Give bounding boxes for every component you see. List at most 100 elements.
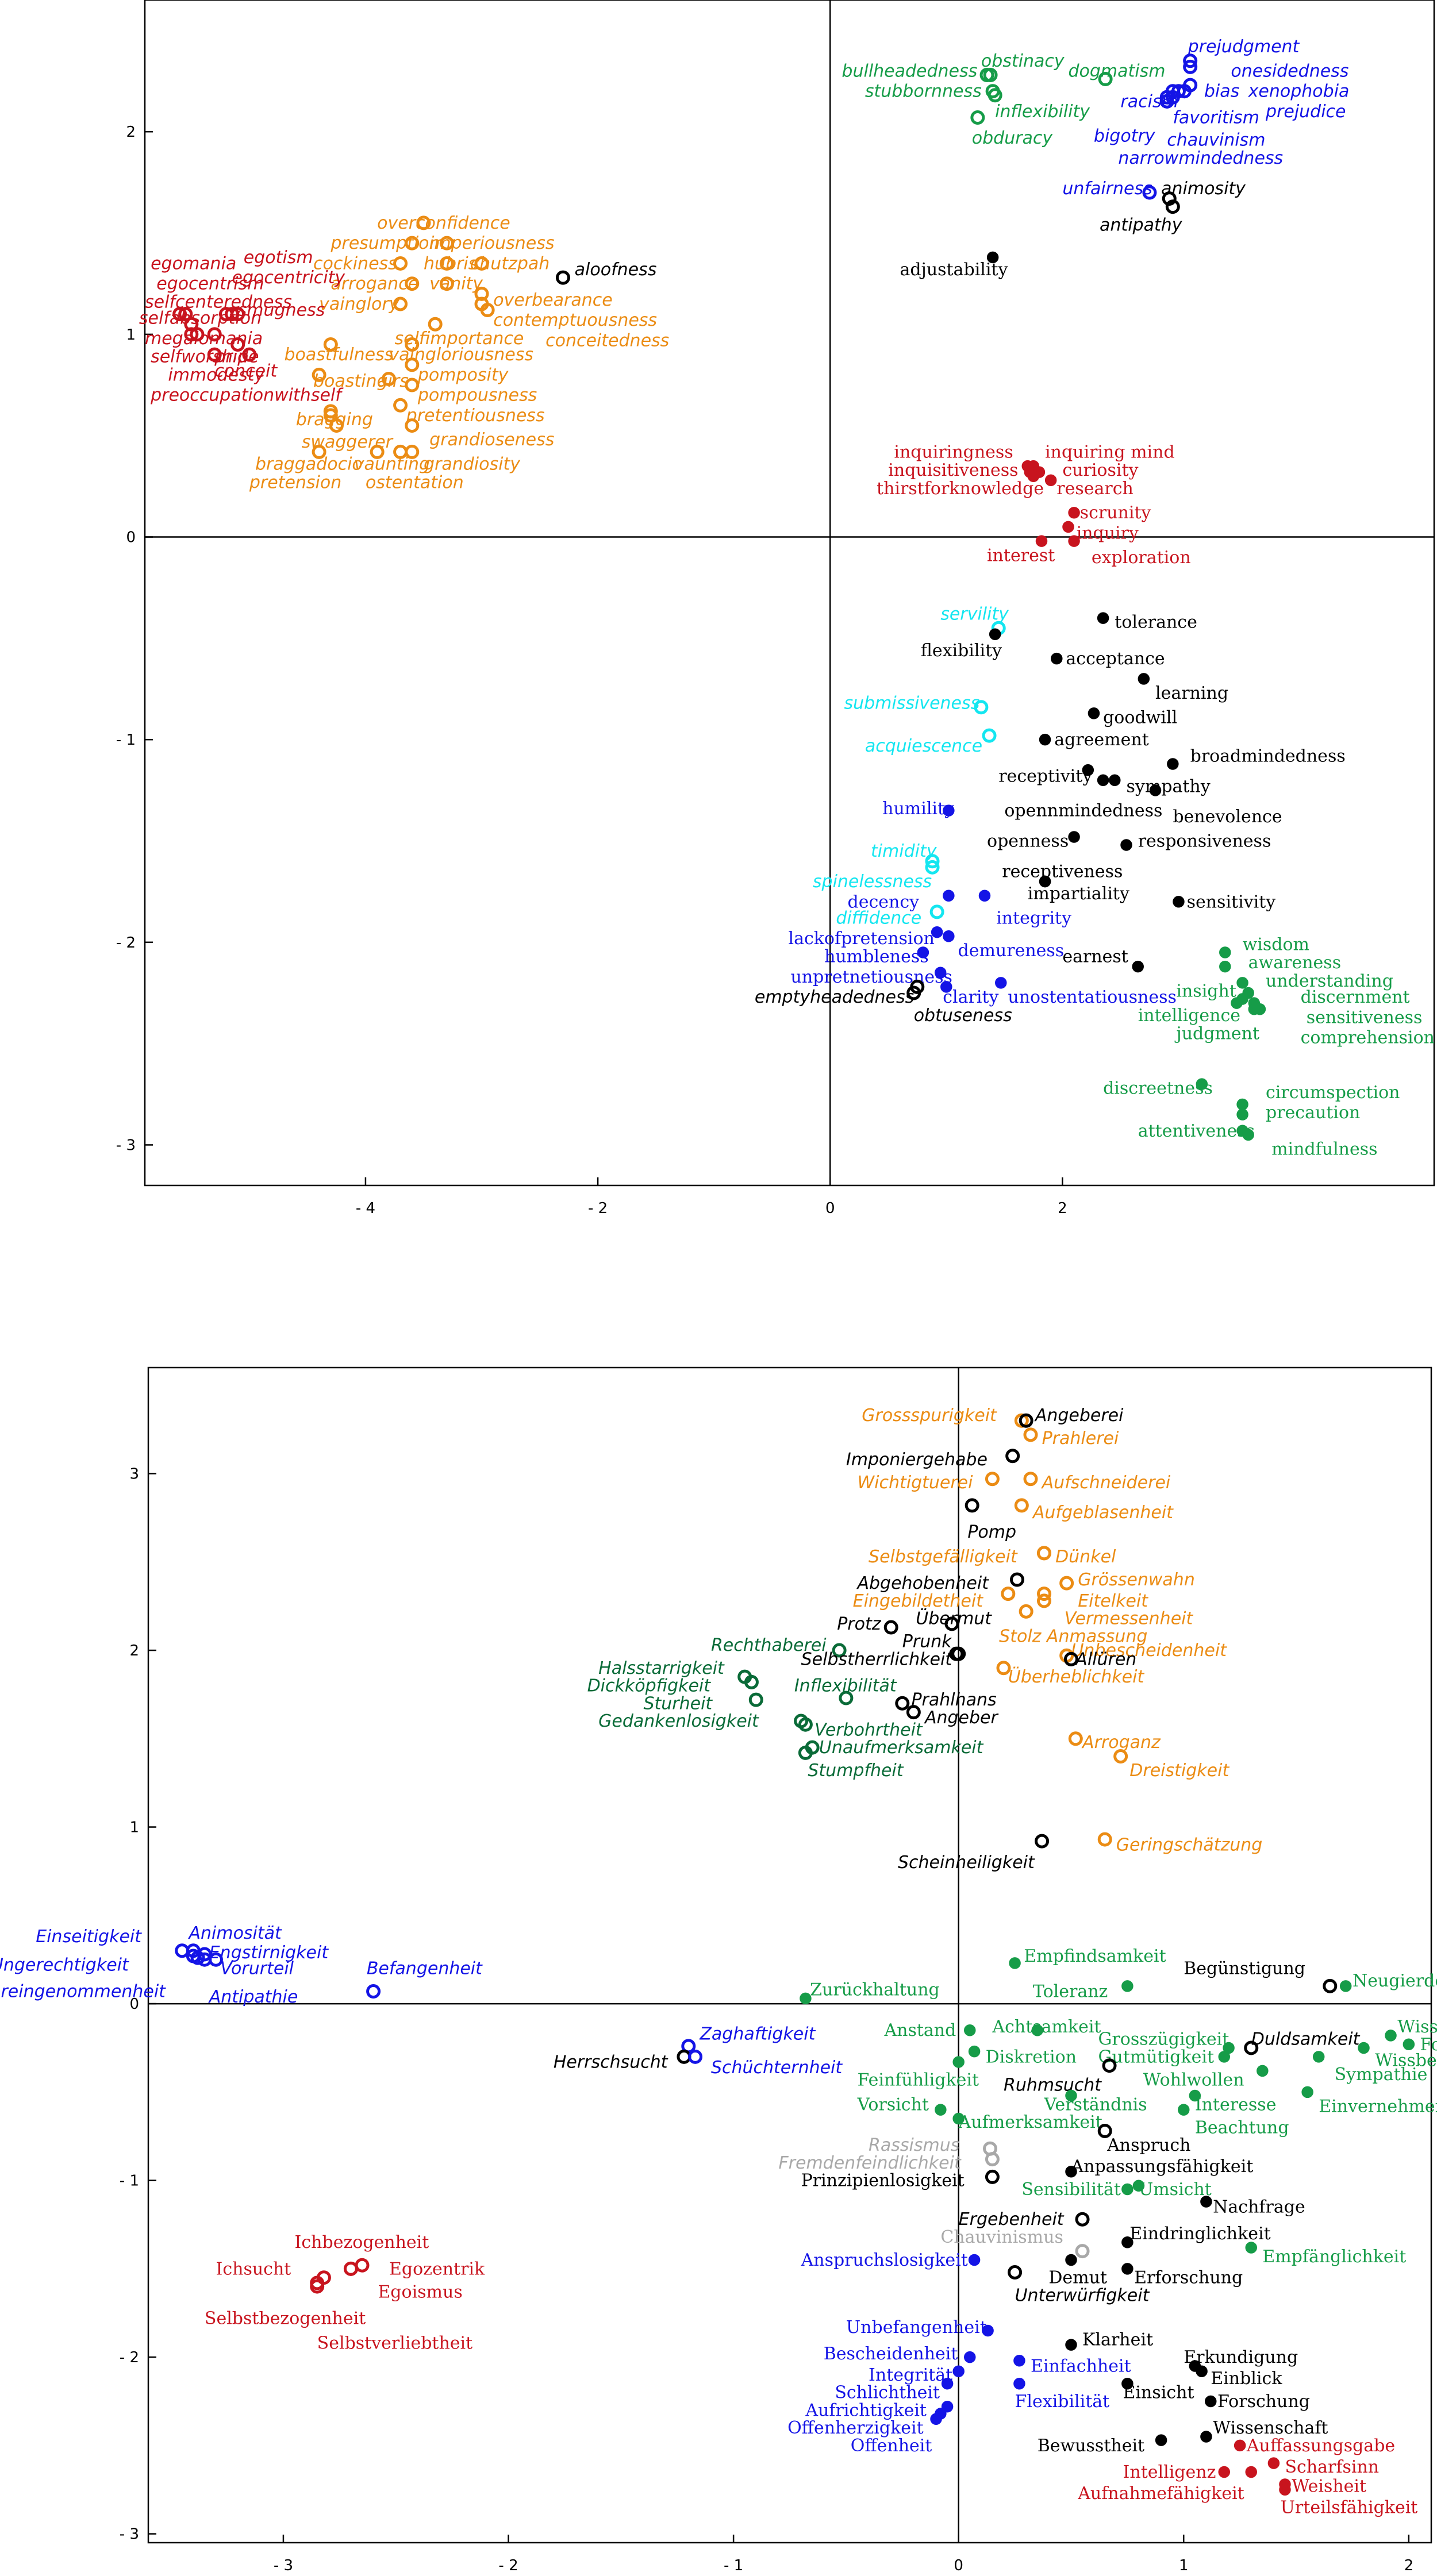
data-point: [1065, 2089, 1077, 2102]
data-point-label: inquiry: [1077, 523, 1139, 543]
data-point: [1219, 960, 1231, 973]
data-point-label: Eitelkeit: [1078, 1591, 1148, 1611]
data-point: [1162, 191, 1177, 206]
data-point: [925, 854, 940, 869]
data-point-label: Anspruch: [1106, 2135, 1190, 2155]
data-point-label: xenophobia: [1248, 82, 1350, 102]
data-point-label: timidity: [871, 841, 937, 861]
data-point-label: Wissbegierde: [1375, 2050, 1437, 2070]
data-point: [944, 1616, 959, 1631]
data-point-label: Vermessenheit: [1065, 1609, 1194, 1629]
data-point-label: braggadocio: [255, 455, 363, 475]
data-point-label: understanding: [1266, 971, 1393, 991]
data-point: [941, 2400, 954, 2413]
data-point: [1339, 1980, 1352, 1992]
data-point-label: research: [1056, 479, 1134, 499]
y-tick-label: - 1: [120, 2173, 139, 2190]
data-point: [1088, 707, 1100, 719]
data-point: [207, 347, 222, 362]
data-point: [190, 1950, 205, 1965]
x-tick-label: - 3: [274, 2557, 293, 2574]
data-point: [1385, 2030, 1397, 2042]
data-point-label: sensitiveness: [1307, 1007, 1423, 1027]
data-point: [1236, 977, 1248, 989]
data-point: [952, 2056, 965, 2068]
data-point: [405, 378, 420, 392]
data-point-label: Selbstgefälligkeit: [869, 1547, 1018, 1567]
data-point-label: swaggerer: [302, 432, 394, 452]
data-point-label: Aufmerksamkeit: [958, 2112, 1102, 2132]
data-point-label: humility: [882, 799, 954, 819]
data-point-label: Eindringlichkeit: [1129, 2224, 1270, 2244]
data-point-label: cockiness: [313, 253, 397, 274]
data-point-label: Wissenschaft: [1213, 2418, 1328, 2438]
data-point: [316, 2270, 331, 2285]
data-point: [995, 977, 1007, 989]
data-point-label: Rassismus: [869, 2135, 959, 2155]
data-point-label: mindfulness: [1271, 1139, 1377, 1160]
plot-frame: [144, 0, 1435, 1187]
data-point-label: Rechthaberei: [711, 1635, 827, 1655]
data-point-label: Dünkel: [1055, 1547, 1116, 1567]
data-point-label: Unterwürfigkeit: [1015, 2285, 1150, 2305]
data-point-label: judgment: [1174, 1024, 1259, 1044]
data-point-label: obduracy: [972, 128, 1054, 148]
data-point: [925, 860, 940, 875]
data-point: [1242, 1129, 1254, 1141]
data-point-label: narrowmindedness: [1118, 148, 1283, 168]
data-point-label: egotism: [244, 248, 313, 268]
data-point-label: Gutmütigkeit: [1098, 2047, 1214, 2067]
data-point: [1008, 2265, 1023, 2279]
data-point-label: humbleness: [824, 947, 929, 967]
data-point: [1254, 1003, 1266, 1015]
data-point: [1036, 1593, 1051, 1608]
data-point-label: acceptance: [1066, 649, 1165, 669]
data-point: [480, 303, 495, 318]
data-point-label: Angeberei: [1034, 1406, 1124, 1426]
data-point-label: vanity: [429, 274, 483, 294]
data-point: [943, 890, 955, 902]
data-point: [986, 251, 999, 264]
data-point: [1035, 1834, 1050, 1849]
data-point: [800, 1992, 812, 2005]
data-point-label: immodesty: [168, 365, 265, 385]
data-point-label: Einfachheit: [1031, 2356, 1131, 2376]
y-tick-label: 3: [129, 1466, 139, 1483]
data-point-label: Stolz Anmassung: [999, 1626, 1147, 1646]
data-point-label: Scheinheiligkeit: [898, 1853, 1035, 1873]
data-point-label: Herrschsucht: [554, 2053, 668, 2073]
data-point: [1065, 2165, 1077, 2178]
data-point-label: overbearance: [493, 290, 612, 310]
data-point-label: Einsicht: [1123, 2383, 1194, 2403]
data-point-label: Selbstbezogenheit: [205, 2308, 366, 2328]
data-point: [943, 804, 955, 817]
data-point-label: Ichsucht: [216, 2259, 291, 2279]
data-point-label: Umsicht: [1139, 2180, 1212, 2200]
data-point-label: chutzpah: [470, 253, 550, 274]
data-point: [1014, 1498, 1029, 1513]
data-point-label: Angeber: [924, 1708, 999, 1728]
data-point-label: circumspection: [1266, 1083, 1400, 1103]
data-point-label: attentiveness: [1138, 1121, 1255, 1141]
data-point: [1173, 896, 1185, 908]
data-point: [1109, 774, 1121, 786]
data-point-label: conceitedness: [545, 330, 669, 351]
data-point-label: Chauvinismus: [940, 2227, 1063, 2247]
data-point-label: egocentricity: [232, 268, 346, 288]
data-point-label: Demut: [1048, 2268, 1107, 2288]
data-point: [1121, 2236, 1134, 2248]
data-point: [405, 418, 420, 433]
data-point: [1245, 2466, 1257, 2478]
data-point: [1102, 2058, 1117, 2073]
y-tick-label: 0: [129, 1996, 139, 2013]
data-point: [1138, 673, 1150, 685]
data-point: [952, 2365, 965, 2377]
data-point: [952, 2112, 965, 2125]
data-point: [1132, 960, 1144, 973]
data-point-label: smugness: [238, 301, 325, 321]
data-point: [1097, 774, 1109, 786]
data-point-label: Voreingenommenheit: [0, 1982, 166, 2002]
data-point: [996, 1661, 1011, 1676]
data-point: [1236, 1098, 1248, 1111]
data-point-label: acquiescence: [865, 736, 982, 756]
